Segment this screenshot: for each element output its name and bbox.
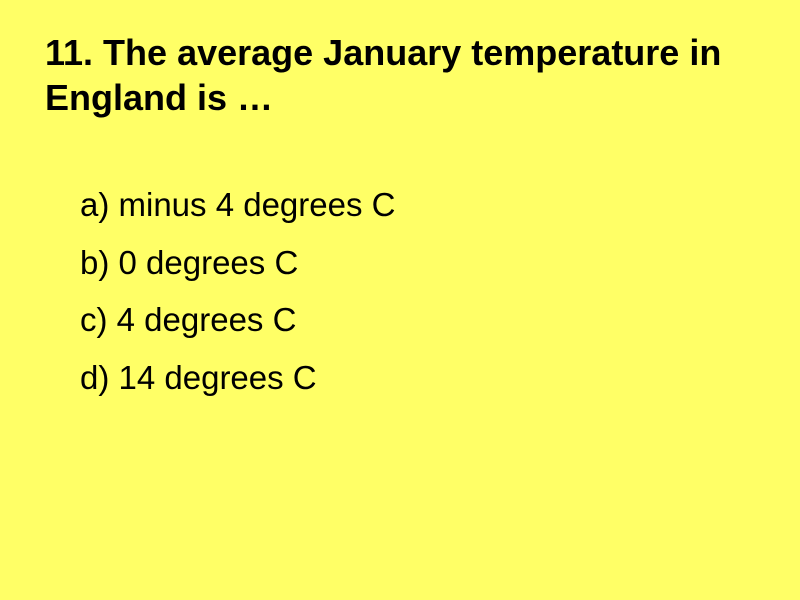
question-title: 11. The average January temperature in E… bbox=[45, 30, 755, 120]
options-list: a) minus 4 degrees C b) 0 degrees C c) 4… bbox=[45, 180, 755, 402]
option-d: d) 14 degrees C bbox=[80, 353, 755, 403]
option-c: c) 4 degrees C bbox=[80, 295, 755, 345]
quiz-slide: 11. The average January temperature in E… bbox=[0, 0, 800, 600]
option-b: b) 0 degrees C bbox=[80, 238, 755, 288]
option-a: a) minus 4 degrees C bbox=[80, 180, 755, 230]
